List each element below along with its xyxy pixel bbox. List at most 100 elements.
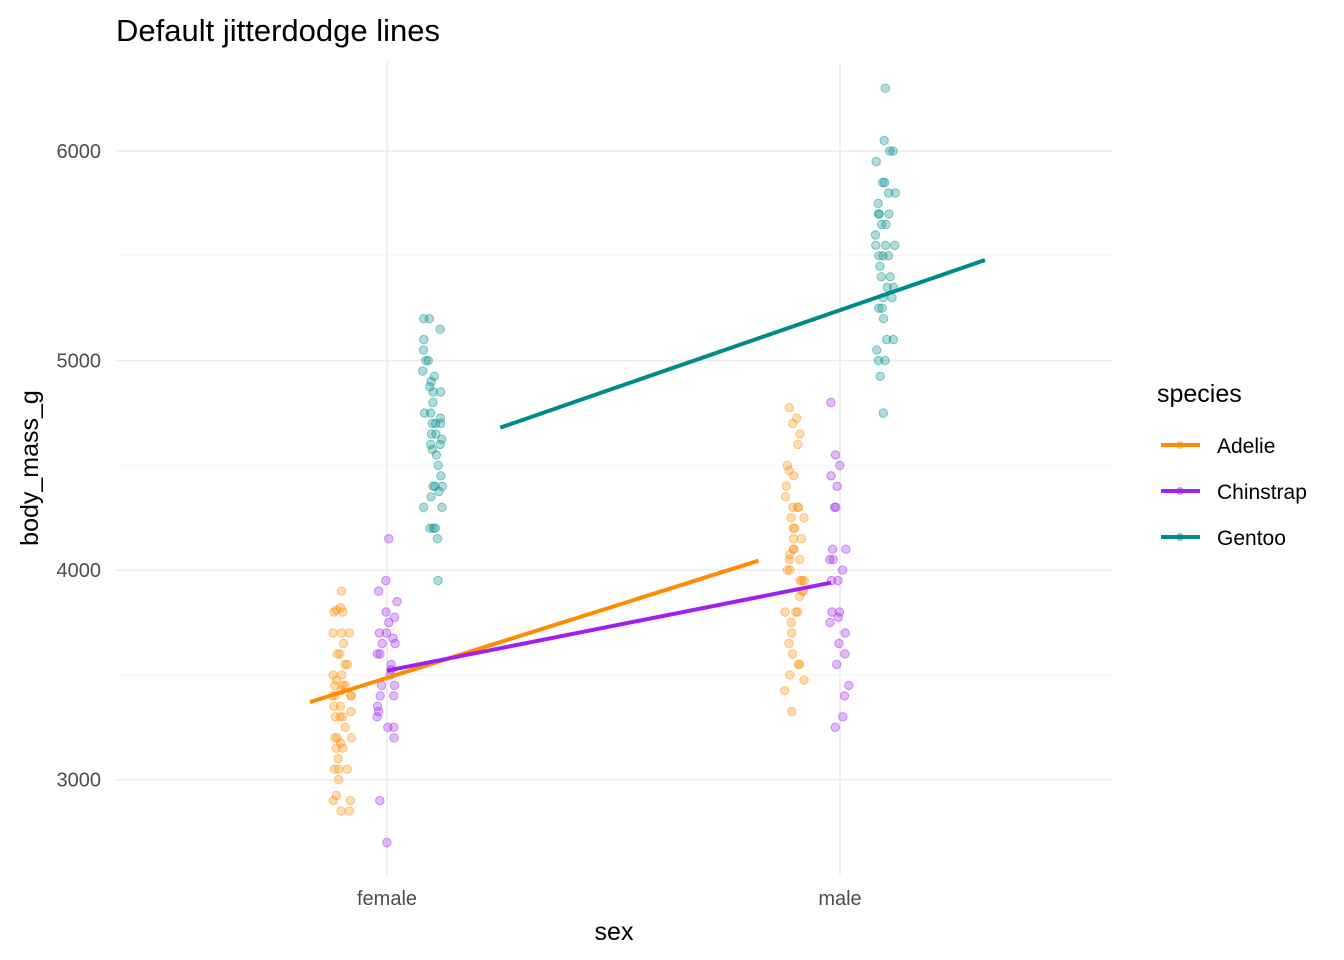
data-point (334, 764, 344, 774)
data-point (875, 261, 885, 271)
data-point (799, 513, 809, 523)
data-point (883, 188, 894, 198)
data-point (877, 177, 888, 188)
data-point (789, 523, 800, 533)
data-point (338, 712, 348, 722)
data-point (784, 554, 794, 565)
data-point (834, 638, 844, 649)
data-point (425, 439, 436, 450)
data-point (419, 314, 429, 324)
data-point (875, 371, 885, 381)
data-point (832, 481, 842, 491)
data-point (375, 649, 385, 659)
data-point (338, 680, 348, 691)
data-point (433, 460, 443, 471)
data-point (337, 670, 347, 680)
data-point (328, 670, 338, 680)
data-point (344, 628, 355, 638)
data-point (841, 544, 851, 554)
data-point (876, 219, 887, 230)
data-point (832, 659, 842, 670)
data-point (435, 418, 446, 429)
data-point (390, 638, 400, 649)
data-point (328, 795, 338, 806)
data-point (826, 471, 836, 481)
data-point (430, 523, 441, 533)
data-point (788, 418, 798, 429)
data-point (329, 607, 339, 617)
data-point (373, 586, 384, 596)
data-point (437, 434, 447, 444)
data-point (840, 628, 850, 638)
data-point (877, 303, 887, 313)
legend-label: Adelie (1217, 435, 1275, 458)
data-point (826, 397, 836, 408)
data-point (432, 534, 443, 544)
data-point (885, 146, 895, 156)
data-point (331, 605, 342, 615)
data-point (423, 355, 433, 366)
data-point (793, 439, 803, 450)
data-point (331, 675, 341, 685)
data-point (425, 523, 435, 533)
data-point (346, 733, 357, 743)
data-point (426, 492, 436, 502)
data-point (797, 575, 807, 586)
data-point (829, 502, 840, 512)
data-point (373, 706, 384, 717)
data-point (835, 460, 845, 471)
y-tick-label: 6000 (57, 141, 102, 163)
data-point (381, 575, 391, 586)
data-point (874, 209, 884, 219)
data-point (827, 607, 837, 617)
data-point (330, 680, 340, 691)
data-point (880, 240, 891, 251)
data-point (431, 450, 442, 460)
data-point (346, 706, 356, 717)
data-point (781, 481, 791, 491)
data-point (372, 712, 382, 722)
legend: species Adelie Chinstrap Gentoo (1157, 380, 1307, 550)
data-point (430, 418, 441, 429)
data-point (328, 628, 338, 638)
data-point (785, 565, 795, 575)
data-point (787, 628, 797, 638)
data-point (873, 209, 884, 219)
data-point (884, 209, 894, 219)
data-point (785, 670, 795, 680)
data-point (879, 177, 890, 188)
data-point (788, 523, 799, 533)
data-point (878, 251, 888, 261)
data-point (425, 382, 435, 392)
data-point (375, 795, 385, 806)
data-point (888, 146, 898, 156)
data-point (375, 691, 385, 701)
data-point (833, 612, 843, 622)
data-point (792, 413, 802, 423)
data-point (795, 591, 805, 601)
data-point (384, 617, 394, 628)
data-point (784, 465, 794, 476)
data-point (799, 575, 809, 586)
data-point (374, 628, 385, 638)
data-point (430, 481, 440, 491)
data-point (381, 607, 391, 617)
data-point (872, 345, 882, 355)
data-point (831, 502, 841, 512)
data-point (346, 691, 356, 701)
points-layer (327, 83, 900, 848)
data-point (883, 251, 894, 261)
y-tick-label: 3000 (57, 770, 102, 792)
data-point (427, 444, 437, 455)
x-axis-title: sex (595, 918, 634, 946)
data-point (344, 806, 355, 816)
data-point (437, 481, 447, 491)
data-point (825, 554, 835, 565)
data-point (786, 617, 796, 628)
data-point (337, 628, 347, 638)
data-point (389, 691, 399, 701)
data-point (874, 251, 884, 261)
data-point (888, 334, 898, 345)
data-point (780, 607, 790, 617)
